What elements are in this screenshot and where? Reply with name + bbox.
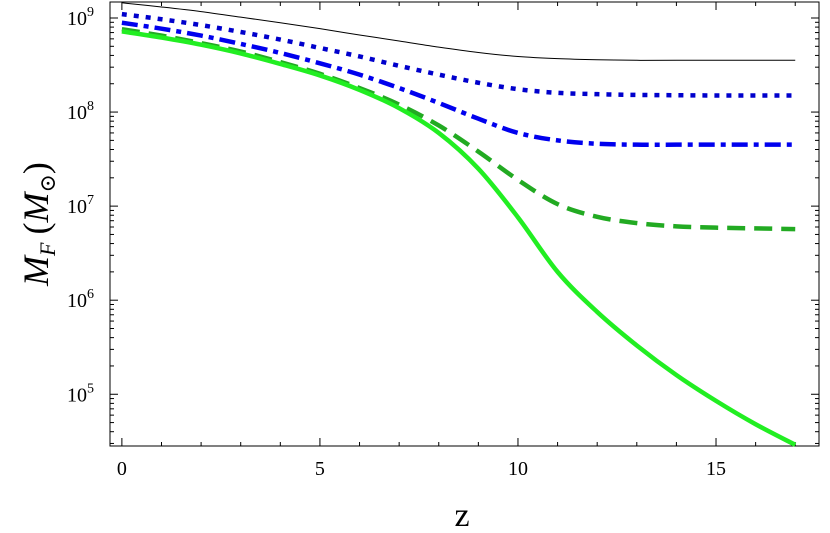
y-axis-label-main: M <box>16 254 56 287</box>
x-tick-label: 0 <box>117 458 127 480</box>
y-axis-label: MF(M⊙) <box>16 162 60 287</box>
series-line-1 <box>121 2 796 61</box>
y-axis-label-unit: M <box>16 190 56 223</box>
series-line-5 <box>121 29 797 447</box>
series-lines <box>121 2 797 447</box>
y-tick-label: 108 <box>67 99 94 124</box>
y-axis-label-paren-close: ) <box>16 162 56 174</box>
x-axis-label: z <box>454 497 469 533</box>
y-axis-label-unit-sub: ⊙ <box>35 174 60 192</box>
x-tick-labels: 0 5 10 15 <box>117 458 726 480</box>
y-tick-label: 106 <box>67 287 94 312</box>
y-tick-label: 107 <box>67 193 94 218</box>
y-tick-label: 105 <box>67 381 94 406</box>
x-tick-label: 5 <box>315 458 325 480</box>
y-tick-label: 109 <box>67 5 94 30</box>
y-tick-labels: 105 106 107 108 109 <box>67 5 94 406</box>
series-line-3 <box>121 20 796 147</box>
x-tick-label: 15 <box>706 458 726 480</box>
series-line-2 <box>121 11 796 98</box>
y-axis-label-sub: F <box>35 242 60 257</box>
series-line-4 <box>121 26 796 232</box>
x-tick-label: 10 <box>508 458 528 480</box>
axis-ticks <box>110 2 819 446</box>
plot-frame <box>109 1 820 447</box>
y-axis-label-paren-open: ( <box>16 222 56 234</box>
